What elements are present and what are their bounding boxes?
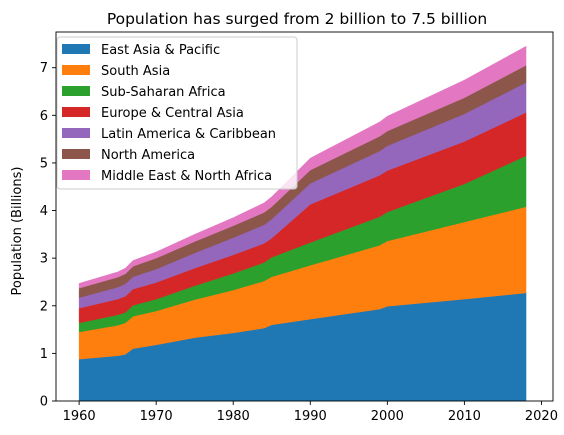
y-tick-label: 1: [40, 347, 48, 362]
legend-label-sub-saharan-africa: Sub-Saharan Africa: [101, 85, 226, 100]
legend-label-middle-east-and-north-africa: Middle East & North Africa: [101, 169, 272, 184]
series-areas: [78, 45, 527, 402]
legend-label-east-asia-and-pacific: East Asia & Pacific: [101, 43, 220, 58]
legend-swatch-north-america: [62, 149, 90, 159]
x-tick-label: 1970: [140, 409, 173, 424]
y-tick-label: 0: [40, 395, 48, 410]
legend-box: [56, 36, 298, 190]
y-tick-label: 5: [40, 156, 48, 171]
legend-swatch-sub-saharan-africa: [62, 86, 90, 96]
chart-title: Population has surged from 2 billion to …: [107, 10, 487, 28]
legend-label-europe-and-central-asia: Europe & Central Asia: [101, 106, 244, 121]
legend-label-north-america: North America: [101, 148, 195, 163]
x-tick-label: 1960: [63, 409, 96, 424]
plot-frame: [55, 31, 554, 402]
x-tick-label: 1980: [217, 409, 250, 424]
x-tick-label: 2020: [525, 409, 558, 424]
x-tick-label: 2010: [448, 409, 481, 424]
legend-swatch-south-asia: [62, 65, 90, 75]
axes: 1960 1970 1980 1990 2000 2010 2020 0 1 2 3 4 5 6 7: [40, 31, 558, 424]
y-tick-label: 3: [40, 252, 48, 267]
legend: East Asia & Pacific South Asia Sub-Saharan…: [56, 36, 298, 190]
legend-label-latin-america-and-caribbean: Latin America & Caribbean: [101, 127, 276, 142]
legend-swatch-middle-east-and-north-africa: [62, 170, 90, 180]
legend-label-south-asia: South Asia: [101, 64, 170, 79]
y-tick-label: 7: [40, 61, 48, 76]
x-tick-label: 1990: [294, 409, 327, 424]
legend-swatch-latin-america-and-caribbean: [62, 128, 90, 138]
x-tick-label: 2000: [371, 409, 404, 424]
y-axis-label: Population (Billions): [10, 167, 25, 296]
legend-swatch-east-asia-and-pacific: [62, 44, 90, 54]
y-tick-label: 6: [40, 109, 48, 124]
y-tick-label: 2: [40, 299, 48, 314]
y-tick-label: 4: [40, 204, 48, 219]
legend-swatch-europe-and-central-asia: [62, 107, 90, 117]
area-middle-east-and-north-africa: [78, 45, 527, 289]
